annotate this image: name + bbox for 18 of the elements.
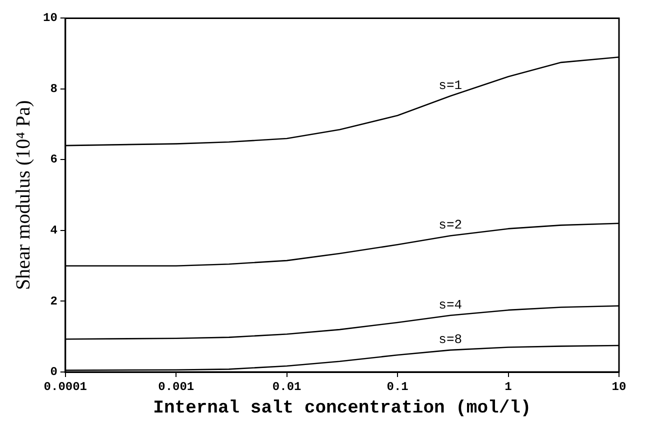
y-tick-label: 10 (42, 11, 58, 26)
y-tick-label: 2 (50, 294, 58, 308)
y-tick-label: 6 (50, 152, 58, 167)
y-tick-label: 0 (50, 365, 58, 380)
series-label: s=4 (438, 297, 462, 312)
series-label: s=1 (438, 78, 462, 93)
x-tick-label: 1 (504, 380, 512, 394)
x-tick-label: 0.001 (158, 380, 194, 394)
x-tick-label: 10 (612, 380, 626, 394)
x-tick-label: 0.0001 (44, 380, 88, 394)
series-label: s=8 (438, 332, 462, 347)
y-tick-label: 4 (50, 223, 58, 238)
series-label: s=2 (438, 218, 462, 233)
x-tick-label: 0.01 (272, 380, 302, 394)
x-tick-label: 0.1 (386, 380, 408, 394)
y-tick-label: 8 (50, 82, 58, 96)
x-axis-title: Internal salt concentration (mol/l) (153, 398, 532, 419)
y-axis-title: Shear modulus (10⁴ Pa) (12, 100, 34, 290)
